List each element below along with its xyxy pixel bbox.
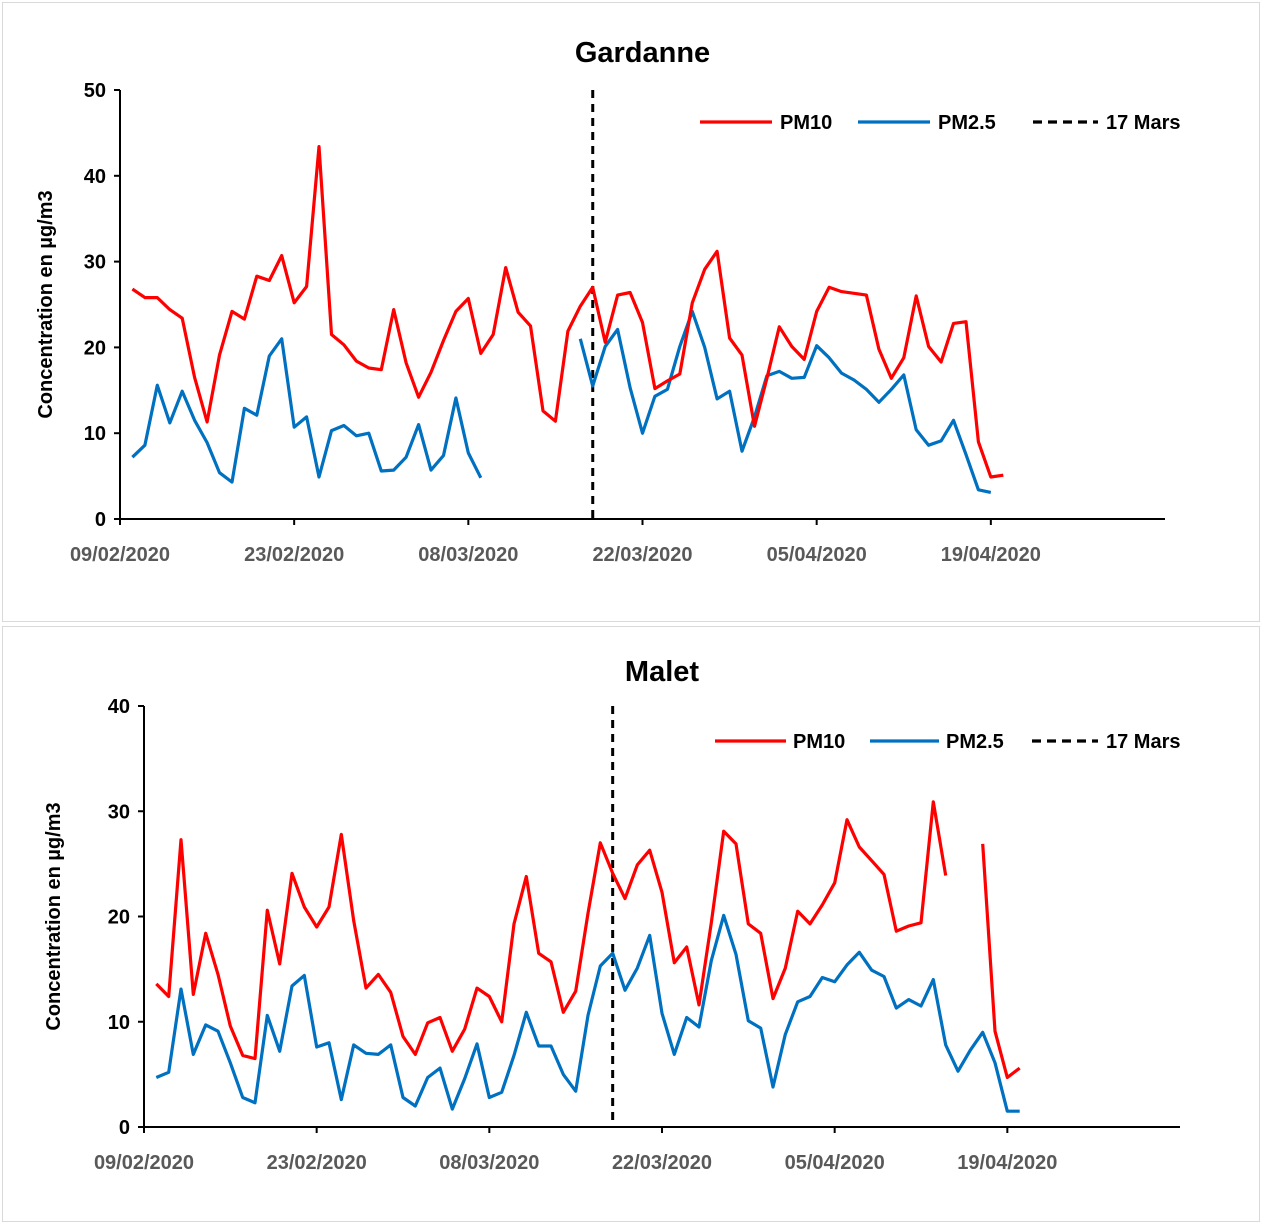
y-tick-label: 0: [95, 509, 106, 531]
series-line-pm25: [131, 309, 992, 494]
y-tick-label: 40: [108, 696, 130, 718]
x-tick-label: 08/03/2020: [418, 544, 518, 566]
legend-label: 17 Mars: [1106, 112, 1181, 134]
legend-label: PM10: [793, 731, 845, 753]
y-tick-label: 30: [84, 252, 106, 274]
y-tick-label: 20: [108, 907, 130, 929]
x-tick-label: 05/04/2020: [785, 1152, 885, 1174]
x-tick-label: 22/03/2020: [592, 544, 692, 566]
legend: PM10 PM2.5 17 Mars: [700, 112, 1181, 134]
y-axis-label: Concentration en µg/m3: [35, 190, 57, 418]
chart-title: Gardanne: [575, 37, 710, 69]
legend-label: PM2.5: [938, 112, 996, 134]
chart-malet: Malet Concentration en µg/m3 0 10 20 30 40 09/0…: [43, 656, 1181, 1174]
y-tick-label: 10: [84, 423, 106, 445]
x-tick-label: 22/03/2020: [612, 1152, 712, 1174]
legend-label: PM10: [780, 112, 832, 134]
legend-label: PM2.5: [946, 731, 1004, 753]
x-tick-label: 23/02/2020: [244, 544, 344, 566]
chart-panel-malet: [2, 626, 1260, 1222]
x-tick-label: 09/02/2020: [70, 544, 170, 566]
series-line-pm10: [155, 800, 1021, 1080]
x-tick-label: 19/04/2020: [941, 544, 1041, 566]
x-tick-label: 05/04/2020: [767, 544, 867, 566]
y-tick-label: 20: [84, 337, 106, 359]
y-tick-label: 10: [108, 1012, 130, 1034]
y-tick-label: 0: [119, 1117, 130, 1139]
legend-label: 17 Mars: [1106, 731, 1181, 753]
x-tick-label: 23/02/2020: [267, 1152, 367, 1174]
series-line-pm25: [155, 913, 1020, 1113]
chart-title: Malet: [625, 656, 699, 688]
x-tick-label: 19/04/2020: [957, 1152, 1057, 1174]
y-tick-label: 30: [108, 801, 130, 823]
y-tick-label: 40: [84, 166, 106, 188]
x-tick-label: 08/03/2020: [439, 1152, 539, 1174]
chart-gardanne: Gardanne Concentration en µg/m3 0 10 20 30 40 5…: [35, 37, 1181, 566]
y-axis-label: Concentration en µg/m3: [43, 802, 65, 1030]
y-tick-label: 50: [84, 80, 106, 102]
x-tick-label: 09/02/2020: [94, 1152, 194, 1174]
series-line-pm10: [131, 145, 1004, 479]
legend: PM10 PM2.5 17 Mars: [715, 731, 1181, 753]
